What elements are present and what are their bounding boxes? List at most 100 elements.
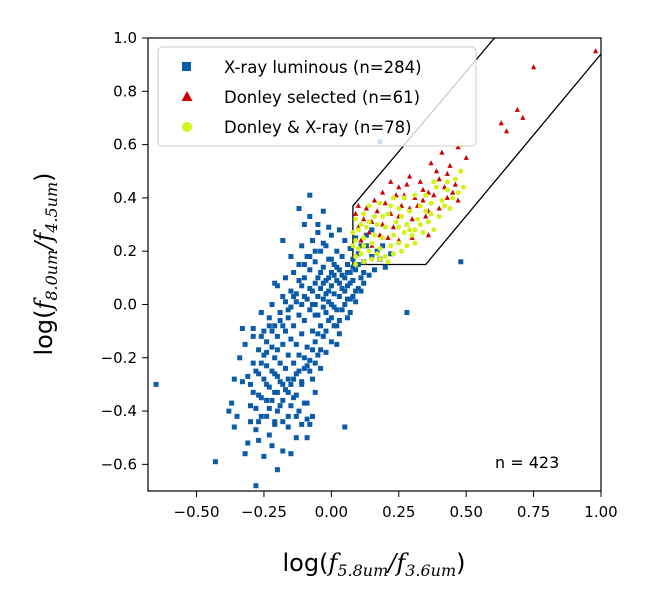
- point-s0-116: [328, 302, 334, 307]
- point-s0-97: [315, 312, 321, 318]
- point-s0-89: [310, 328, 315, 334]
- point-s0-115: [328, 339, 334, 345]
- point-s0-54: [285, 315, 291, 321]
- point-s0-257: [331, 304, 337, 310]
- point-s2-37: [361, 235, 367, 241]
- point-s0-212: [285, 307, 291, 313]
- point-s1-20: [380, 189, 386, 195]
- point-s0-90: [310, 288, 315, 294]
- point-s0-202: [374, 248, 380, 254]
- point-s2-77: [412, 227, 418, 233]
- point-s1-15: [396, 184, 402, 190]
- point-s0-119: [331, 323, 337, 329]
- point-s0-56: [288, 336, 294, 342]
- point-s1-16: [404, 181, 410, 187]
- x-tick-label: 0.00: [315, 503, 348, 521]
- point-s0-182: [307, 286, 313, 291]
- point-s0-209: [301, 262, 307, 267]
- x-axis-ticks: −0.50 −0.25 0.00 0.25 0.50 0.75 1.00: [174, 491, 618, 521]
- point-s1-9: [444, 170, 450, 176]
- point-s0-34: [269, 302, 275, 307]
- point-s2-63: [417, 222, 423, 227]
- point-s0-144: [358, 275, 364, 281]
- point-s0-199: [358, 243, 364, 249]
- point-s0-143: [355, 251, 361, 257]
- point-s0-194: [339, 272, 345, 278]
- legend-marker-xray: [182, 62, 191, 71]
- point-s0-259: [320, 304, 326, 310]
- point-s0-125: [336, 331, 342, 337]
- point-s0-64: [293, 371, 299, 377]
- x-tick-label: −0.25: [241, 503, 287, 521]
- point-s0-221: [272, 371, 278, 377]
- point-s2-22: [425, 219, 431, 225]
- point-s0-33: [269, 344, 275, 350]
- point-s2-52: [366, 248, 372, 254]
- point-s0-39: [274, 373, 280, 379]
- point-s2-44: [369, 240, 375, 246]
- point-s0-85: [307, 307, 313, 313]
- point-s2-72: [380, 214, 386, 219]
- point-s0-271: [312, 280, 318, 286]
- legend-marker-donley-xray: [182, 122, 192, 132]
- point-s0-6: [237, 355, 243, 361]
- point-s2-21: [436, 214, 442, 219]
- point-s0-7: [239, 379, 245, 385]
- point-s0-113: [326, 288, 332, 294]
- point-s0-235: [312, 360, 318, 366]
- point-s0-245: [366, 272, 372, 278]
- point-s0-258: [326, 299, 332, 305]
- point-s0-43: [277, 360, 283, 366]
- point-s0-66: [293, 299, 299, 305]
- point-s1-41: [423, 213, 429, 219]
- point-s1-27: [455, 197, 461, 203]
- point-s0-251: [369, 254, 375, 259]
- point-s1-36: [363, 205, 369, 211]
- point-s0-110: [323, 278, 329, 283]
- point-s0-93: [312, 339, 318, 345]
- point-s0-139: [350, 278, 356, 283]
- point-s2-10: [366, 203, 372, 209]
- point-s0-121: [331, 262, 337, 267]
- point-s0-246: [372, 267, 377, 273]
- point-s0-157: [288, 451, 294, 457]
- point-s0-38: [272, 323, 278, 329]
- point-s0-112: [326, 318, 332, 323]
- point-s0-32: [269, 368, 275, 374]
- point-s1-49: [366, 229, 372, 235]
- point-s0-45: [280, 448, 286, 454]
- point-s0-225: [293, 413, 299, 419]
- point-s2-38: [353, 238, 359, 243]
- point-s0-183: [310, 302, 315, 307]
- point-s2-32: [409, 232, 415, 238]
- point-s0-263: [296, 368, 302, 374]
- point-s2-30: [431, 227, 437, 233]
- point-s0-243: [355, 286, 361, 291]
- legend-label-donley: Donley selected (n=61): [224, 88, 420, 107]
- plot-frame: [147, 37, 602, 492]
- point-s1-57: [420, 186, 426, 192]
- x-axis-title: log(f5.8um/f3.6um): [282, 549, 465, 580]
- point-s2-46: [355, 246, 361, 251]
- legend-label-xray: X-ray luminous (n=284): [224, 58, 422, 77]
- point-s2-19: [353, 216, 359, 222]
- point-s0-50: [283, 328, 288, 334]
- point-s0-99: [315, 230, 321, 235]
- point-s2-27: [374, 222, 380, 227]
- point-s0-150: [315, 222, 321, 227]
- point-s0-273: [361, 270, 367, 275]
- point-s0-77: [301, 275, 307, 281]
- point-s0-46: [280, 381, 286, 387]
- data-points: [153, 48, 599, 489]
- wedge-right-boundary: [352, 53, 601, 266]
- point-s1-1: [531, 64, 537, 70]
- point-s0-75: [301, 365, 307, 371]
- y-tick-label: −0.4: [101, 402, 137, 420]
- point-s0-248: [382, 264, 388, 270]
- point-s0-164: [293, 392, 299, 398]
- point-s0-118: [328, 232, 334, 238]
- point-s2-56: [377, 256, 383, 262]
- point-s0-134: [345, 283, 350, 289]
- point-s0-108: [323, 349, 329, 355]
